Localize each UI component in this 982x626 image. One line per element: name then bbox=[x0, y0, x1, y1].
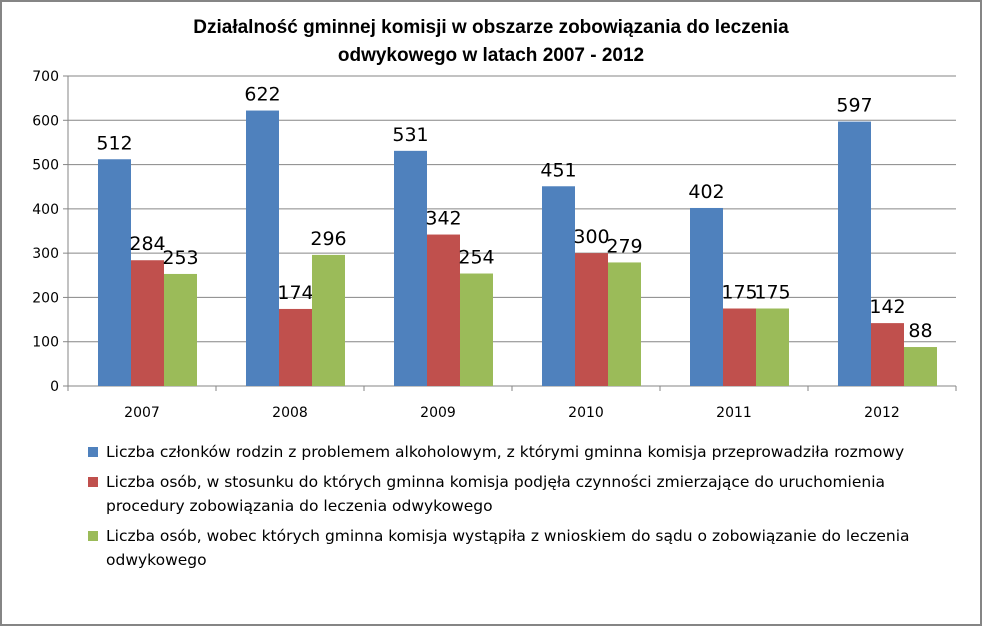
bar-series-1-2012 bbox=[838, 121, 871, 386]
bar-series-1-2010 bbox=[542, 186, 575, 386]
x-tick-label: 2012 bbox=[864, 405, 900, 421]
data-label: 622 bbox=[244, 84, 280, 106]
legend: Liczba członków rodzin z problemem alkoh… bbox=[88, 440, 918, 578]
data-label: 284 bbox=[129, 233, 165, 255]
data-label: 531 bbox=[392, 124, 428, 146]
bar-series-3-2011 bbox=[756, 308, 789, 386]
data-label: 253 bbox=[162, 247, 198, 269]
legend-item-series-3: Liczba osób, wobec których gminna komisj… bbox=[88, 524, 918, 572]
bar-series-1-2008 bbox=[246, 110, 279, 387]
data-label: 279 bbox=[606, 235, 642, 257]
bar-series-2-2012 bbox=[871, 323, 904, 386]
data-label: 512 bbox=[96, 132, 132, 154]
y-tick-label: 400 bbox=[32, 202, 59, 218]
y-tick-label: 600 bbox=[32, 113, 59, 129]
y-tick-label: 700 bbox=[32, 69, 59, 85]
data-label: 254 bbox=[458, 247, 494, 269]
legend-item-series-2: Liczba osób, w stosunku do których gminn… bbox=[88, 470, 918, 518]
bar-series-3-2007 bbox=[164, 273, 197, 386]
y-tick-label: 500 bbox=[32, 158, 59, 174]
x-tick-label: 2009 bbox=[420, 405, 456, 421]
chart-title-line-1: Działalność gminnej komisji w obszarze z… bbox=[193, 17, 789, 38]
legend-label-series-1: Liczba członków rodzin z problemem alkoh… bbox=[106, 443, 905, 461]
bar-series-1-2011 bbox=[690, 207, 723, 386]
legend-swatch-series-2 bbox=[88, 477, 98, 487]
legend-label-series-3: Liczba osób, wobec których gminna komisj… bbox=[106, 527, 910, 569]
x-tick-label: 2008 bbox=[272, 405, 308, 421]
y-tick-label: 200 bbox=[32, 290, 59, 306]
data-label: 174 bbox=[277, 282, 313, 304]
x-tick-label: 2010 bbox=[568, 405, 604, 421]
bar-series-2-2011 bbox=[723, 308, 756, 386]
legend-swatch-series-1 bbox=[88, 447, 98, 457]
bar-series-2-2007 bbox=[131, 260, 164, 386]
chart-title: Działalność gminnej komisji w obszarze z… bbox=[0, 14, 982, 70]
bar-series-3-2009 bbox=[460, 273, 493, 386]
data-label: 300 bbox=[573, 226, 609, 248]
x-tick-label: 2007 bbox=[124, 405, 160, 421]
data-label: 88 bbox=[908, 320, 932, 342]
legend-label-series-2: Liczba osób, w stosunku do których gminn… bbox=[106, 473, 886, 515]
bar-series-3-2008 bbox=[312, 254, 345, 386]
data-label: 597 bbox=[836, 95, 872, 117]
data-label: 142 bbox=[869, 296, 905, 318]
bar-series-1-2009 bbox=[394, 150, 427, 386]
data-label: 175 bbox=[754, 282, 790, 304]
y-tick-label: 300 bbox=[32, 246, 59, 262]
chart-title-line-2: odwykowego w latach 2007 - 2012 bbox=[337, 45, 645, 66]
legend-swatch-series-3 bbox=[88, 531, 98, 541]
bar-series-2-2010 bbox=[575, 253, 608, 386]
data-label: 175 bbox=[721, 282, 757, 304]
data-label: 402 bbox=[688, 181, 724, 203]
bar-series-2-2008 bbox=[279, 308, 312, 386]
bar-series-2-2009 bbox=[427, 234, 460, 386]
y-tick-label: 0 bbox=[50, 379, 59, 395]
data-label: 451 bbox=[540, 159, 576, 181]
y-tick-label: 100 bbox=[32, 335, 59, 351]
bar-series-3-2010 bbox=[608, 262, 641, 386]
legend-item-series-1: Liczba członków rodzin z problemem alkoh… bbox=[88, 440, 918, 464]
bar-series-1-2007 bbox=[98, 159, 131, 386]
data-label: 296 bbox=[310, 228, 346, 250]
x-tick-label: 2011 bbox=[716, 405, 752, 421]
bar-series-3-2012 bbox=[904, 347, 937, 386]
data-label: 342 bbox=[425, 208, 461, 230]
